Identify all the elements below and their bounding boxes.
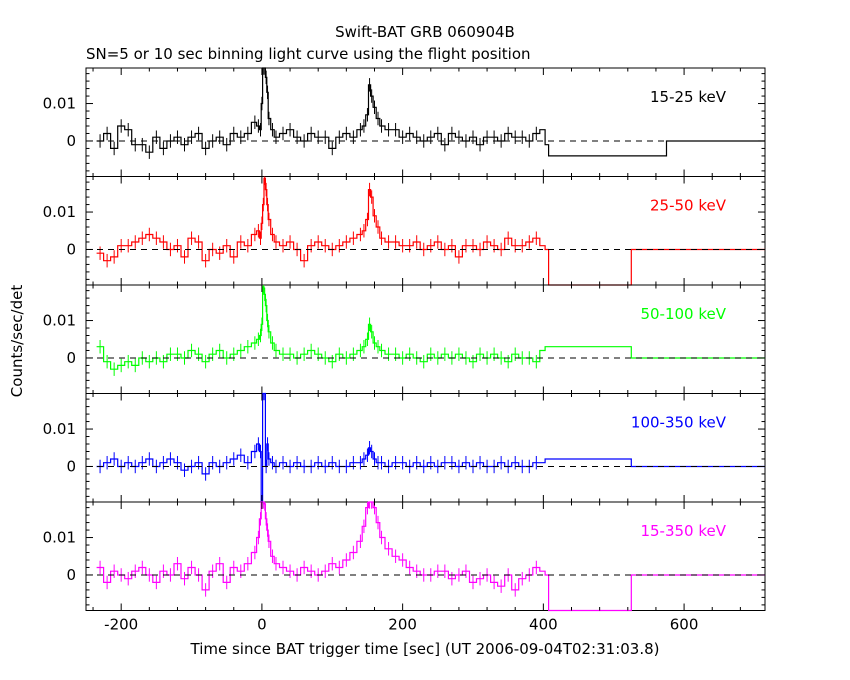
y-tick-label: 0	[66, 457, 76, 475]
y-axis-label: Counts/sec/det	[8, 285, 26, 398]
x-tick-label: 200	[388, 616, 417, 634]
x-tick-labels: -200 0 200 400 600	[104, 616, 698, 634]
x-tick-label: 0	[257, 616, 267, 634]
x-tick-label: 400	[529, 616, 558, 634]
x-tick-label: 600	[670, 616, 699, 634]
panel-frame	[85, 284, 766, 394]
panels-group: 0 0.01 15-25 keV 0 0.01 25-50 keV 0 0.01 50-100 …	[43, 67, 766, 612]
energy-band-label: 100-350 keV	[631, 414, 727, 432]
panel-4: 0 0.01 15-350 keV	[43, 501, 766, 612]
y-tick-label: 0	[66, 132, 76, 150]
panel-0: 0 0.01 15-25 keV	[43, 67, 766, 177]
y-tick-label: 0.01	[43, 203, 76, 221]
series-line	[96, 177, 765, 286]
panel-3: 0 0.01 100-350 keV	[43, 392, 766, 503]
x-tick-label: -200	[104, 616, 138, 634]
y-tick-label: 0	[66, 240, 76, 258]
panel-1: 0 0.01 25-50 keV	[43, 176, 766, 286]
y-tick-label: 0.01	[43, 420, 76, 438]
energy-band-label: 15-350 keV	[640, 522, 726, 540]
energy-band-label: 50-100 keV	[640, 305, 726, 323]
chart-title: Swift-BAT GRB 060904B	[335, 23, 515, 41]
y-tick-label: 0.01	[43, 529, 76, 547]
x-axis-label: Time since BAT trigger time [sec] (UT 20…	[190, 640, 660, 658]
y-tick-label: 0	[66, 349, 76, 367]
y-tick-label: 0	[66, 566, 76, 584]
energy-band-label: 15-25 keV	[650, 88, 727, 106]
energy-band-label: 25-50 keV	[650, 197, 727, 215]
series-line	[96, 501, 765, 612]
panel-frame	[85, 393, 766, 503]
chart-subtitle: SN=5 or 10 sec binning light curve using…	[86, 45, 531, 63]
series-line	[96, 67, 765, 157]
y-tick-label: 0.01	[43, 312, 76, 330]
series-line	[96, 392, 765, 503]
panel-frame	[85, 501, 766, 611]
y-tick-label: 0.01	[43, 95, 76, 113]
panel-2: 0 0.01 50-100 keV	[43, 284, 766, 394]
panel-frame	[85, 67, 766, 177]
panel-frame	[85, 176, 766, 286]
